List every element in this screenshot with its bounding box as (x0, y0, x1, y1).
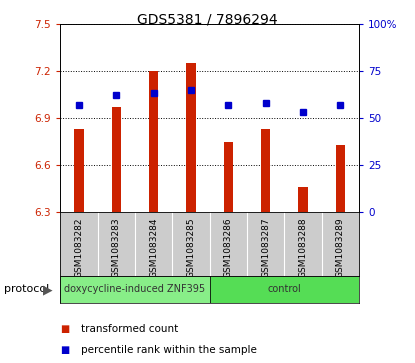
Bar (298, 187, 308, 212)
Bar (74, 129, 83, 212)
Bar (186, 63, 195, 212)
Text: ■: ■ (60, 345, 69, 355)
Text: GSM1083287: GSM1083287 (261, 217, 270, 278)
Text: GSM1083283: GSM1083283 (112, 217, 121, 278)
Bar (224, 142, 233, 212)
Text: GDS5381 / 7896294: GDS5381 / 7896294 (137, 13, 278, 27)
Text: ▶: ▶ (43, 283, 53, 296)
Bar (149, 71, 158, 212)
Bar (210, 276, 359, 303)
Text: GSM1083285: GSM1083285 (186, 217, 195, 278)
Text: protocol: protocol (4, 285, 49, 294)
Text: GSM1083282: GSM1083282 (74, 217, 83, 278)
Text: GSM1083284: GSM1083284 (149, 217, 158, 278)
Text: GSM1083288: GSM1083288 (298, 217, 308, 278)
Text: GSM1083286: GSM1083286 (224, 217, 233, 278)
Text: transformed count: transformed count (81, 323, 178, 334)
Text: control: control (267, 285, 301, 294)
Bar (112, 107, 121, 212)
Bar (336, 145, 345, 212)
Bar (261, 129, 270, 212)
Text: ■: ■ (60, 323, 69, 334)
Text: GSM1083289: GSM1083289 (336, 217, 345, 278)
Text: doxycycline-induced ZNF395: doxycycline-induced ZNF395 (64, 285, 205, 294)
Bar (60, 276, 210, 303)
Text: percentile rank within the sample: percentile rank within the sample (81, 345, 257, 355)
